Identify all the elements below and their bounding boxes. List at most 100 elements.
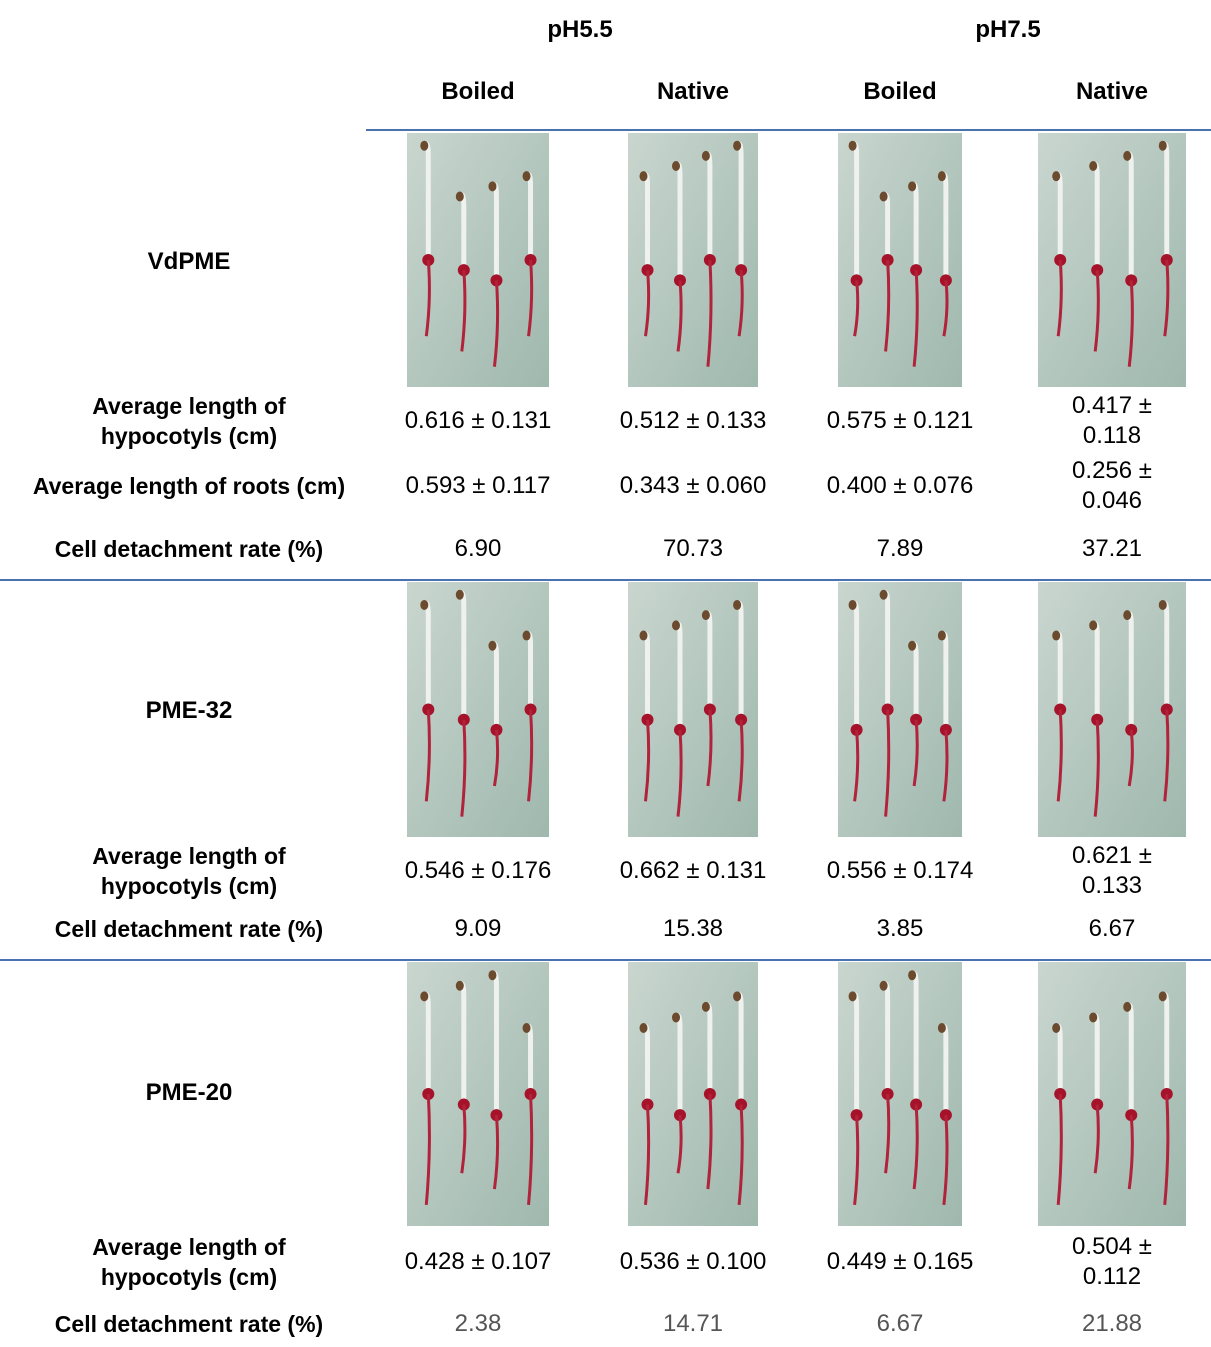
cell-value: 0.616 ± 0.131 bbox=[404, 407, 552, 434]
cell-value: 0.428 ± 0.107 bbox=[404, 1248, 552, 1275]
seed-coat bbox=[455, 191, 464, 202]
root bbox=[492, 280, 500, 367]
row-label: Cell detachment rate (%) bbox=[54, 536, 324, 562]
root bbox=[527, 1093, 534, 1206]
seed-coat bbox=[672, 620, 680, 631]
root bbox=[853, 729, 860, 802]
root bbox=[1127, 729, 1134, 787]
treatment-header: Native bbox=[656, 78, 730, 105]
seed-coat bbox=[522, 1023, 531, 1033]
seed-coat bbox=[937, 1023, 946, 1033]
root bbox=[676, 1114, 683, 1174]
seed-coat bbox=[937, 171, 946, 182]
root bbox=[492, 729, 500, 787]
seed-coat bbox=[879, 191, 888, 202]
seed-coat bbox=[488, 181, 497, 192]
root bbox=[1056, 259, 1063, 337]
row-label: Cell detachment rate (%) bbox=[54, 916, 324, 942]
seed-coat bbox=[879, 980, 888, 991]
seed-coat bbox=[1089, 620, 1098, 631]
treatment-header: Boiled bbox=[863, 78, 937, 105]
root bbox=[424, 709, 431, 802]
root bbox=[644, 719, 651, 802]
seed-coat bbox=[1052, 1023, 1061, 1033]
seed-coat bbox=[420, 140, 429, 151]
cell-value: 0.662 ± 0.131 bbox=[619, 857, 767, 884]
seed-coat bbox=[672, 161, 680, 172]
root bbox=[460, 270, 467, 352]
seed-coat bbox=[639, 1023, 648, 1033]
seed-coat bbox=[1158, 140, 1167, 151]
cell-value: 0.512 ± 0.133 bbox=[619, 407, 767, 434]
cell-value: 0.556 ± 0.174 bbox=[826, 857, 974, 884]
row-label: Average length of roots (cm) bbox=[32, 473, 346, 499]
seed-coat bbox=[639, 630, 648, 641]
cell-value: 0.449 ± 0.165 bbox=[826, 1248, 974, 1275]
root bbox=[1056, 709, 1063, 802]
root bbox=[1093, 1104, 1100, 1174]
seed-coat bbox=[848, 140, 857, 151]
root bbox=[1093, 270, 1100, 352]
root bbox=[853, 280, 860, 337]
root bbox=[884, 1093, 891, 1174]
root bbox=[527, 259, 534, 337]
root bbox=[912, 719, 919, 787]
seed-coat bbox=[908, 970, 917, 981]
root bbox=[942, 280, 949, 337]
construct-name: VdPME bbox=[147, 248, 231, 275]
construct-name: PME-20 bbox=[145, 1079, 233, 1106]
root bbox=[644, 270, 651, 337]
cell-value: 0.400 ± 0.076 bbox=[826, 472, 974, 499]
root bbox=[942, 1115, 949, 1206]
root bbox=[737, 719, 744, 802]
cell-value: 15.38 bbox=[662, 915, 724, 942]
seed-coat bbox=[1089, 1012, 1098, 1023]
seed-coat bbox=[522, 630, 531, 641]
cell-value: 14.71 bbox=[662, 1310, 724, 1337]
root bbox=[1093, 719, 1100, 817]
root bbox=[884, 259, 891, 352]
seed-coat bbox=[1123, 1001, 1132, 1012]
seed-coat bbox=[1123, 150, 1132, 161]
seed-coat bbox=[1089, 161, 1098, 172]
root bbox=[737, 1104, 744, 1206]
seed-coat bbox=[701, 610, 710, 621]
cell-value: 6.67 bbox=[1088, 915, 1136, 942]
seed-coat bbox=[420, 991, 429, 1002]
seed-coat bbox=[879, 589, 888, 600]
cell-value: 7.89 bbox=[876, 535, 924, 562]
cell-value: 0.575 ± 0.121 bbox=[826, 407, 974, 434]
seed-coat bbox=[1158, 599, 1167, 610]
root bbox=[1056, 1093, 1063, 1206]
cell-value: 0.546 ± 0.176 bbox=[404, 857, 552, 884]
root bbox=[644, 1104, 651, 1206]
seed-coat bbox=[672, 1012, 680, 1023]
root bbox=[706, 1093, 713, 1190]
cell-value: 0.593 ± 0.117 bbox=[405, 472, 551, 499]
row-label: Average length of hypocotyls (cm) bbox=[92, 1234, 286, 1290]
ph-header: pH5.5 bbox=[547, 16, 613, 43]
seed-coat bbox=[908, 181, 917, 192]
cell-value: 0.621 ± 0.133 bbox=[1072, 842, 1152, 899]
seed-coat bbox=[701, 150, 710, 161]
cell-value: 2.38 bbox=[454, 1310, 502, 1337]
seed-coat bbox=[639, 171, 648, 182]
root bbox=[1163, 709, 1170, 802]
seed-coat bbox=[1052, 171, 1061, 182]
row-label: Cell detachment rate (%) bbox=[54, 1311, 324, 1337]
seed-coat bbox=[848, 991, 857, 1002]
seed-coat bbox=[733, 599, 742, 610]
cell-value: 0.504 ± 0.112 bbox=[1072, 1233, 1152, 1290]
cell-value: 6.67 bbox=[876, 1310, 924, 1337]
root bbox=[706, 709, 713, 787]
root bbox=[527, 709, 534, 802]
root bbox=[676, 729, 683, 817]
root bbox=[884, 709, 891, 817]
construct-name: PME-32 bbox=[145, 697, 233, 724]
root bbox=[424, 1093, 431, 1206]
cell-value: 21.88 bbox=[1081, 1310, 1143, 1337]
seed-coat bbox=[701, 1001, 710, 1012]
row-label: Average length of hypocotyls (cm) bbox=[92, 393, 286, 449]
